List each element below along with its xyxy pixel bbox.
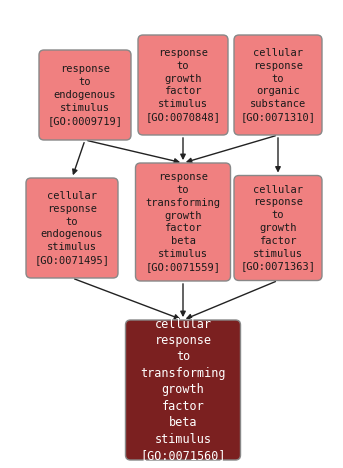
FancyBboxPatch shape [26,178,118,278]
Text: response
to
growth
factor
stimulus
[GO:0070848]: response to growth factor stimulus [GO:0… [145,48,221,122]
Text: cellular
response
to
growth
factor
stimulus
[GO:0071363]: cellular response to growth factor stimu… [240,184,316,271]
FancyBboxPatch shape [138,35,228,135]
Text: response
to
transforming
growth
factor
beta
stimulus
[GO:0071559]: response to transforming growth factor b… [145,172,221,272]
FancyBboxPatch shape [234,176,322,280]
FancyBboxPatch shape [126,320,240,460]
FancyBboxPatch shape [39,50,131,140]
Text: cellular
response
to
transforming
growth
factor
beta
stimulus
[GO:0071560]: cellular response to transforming growth… [140,317,226,462]
Text: cellular
response
to
endogenous
stimulus
[GO:0071495]: cellular response to endogenous stimulus… [35,191,109,265]
Text: cellular
response
to
organic
substance
[GO:0071310]: cellular response to organic substance [… [240,48,316,122]
FancyBboxPatch shape [234,35,322,135]
FancyBboxPatch shape [135,163,230,281]
Text: response
to
endogenous
stimulus
[GO:0009719]: response to endogenous stimulus [GO:0009… [47,65,122,125]
